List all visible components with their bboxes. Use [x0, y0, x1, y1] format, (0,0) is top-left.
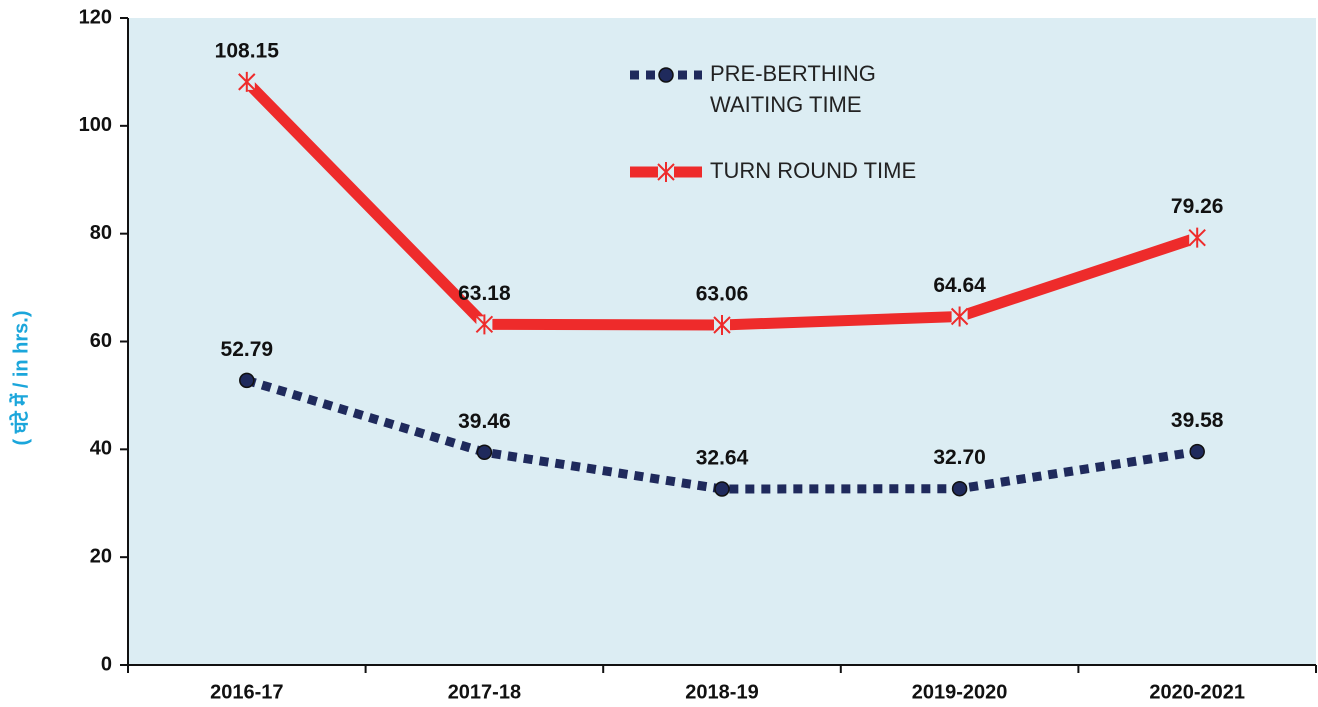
- point-marker: [951, 480, 968, 497]
- legend-label: TURN ROUND TIME: [710, 158, 917, 183]
- point-marker: [476, 444, 493, 460]
- data-label: 39.58: [1171, 409, 1224, 432]
- point-marker: [238, 71, 256, 92]
- y-tick-label: 0: [101, 653, 112, 675]
- data-label: 63.18: [458, 282, 511, 305]
- y-tick-label: 20: [90, 545, 112, 567]
- legend-label: PRE-BERTHING WAITING TIME: [710, 61, 876, 117]
- point-marker: [658, 67, 674, 83]
- y-axis-label: ( घंटे में / in hrs.): [8, 311, 32, 446]
- data-label: 52.79: [221, 338, 274, 361]
- x-tick-label: 2019-2020: [912, 681, 1008, 703]
- point-marker: [713, 315, 731, 336]
- y-tick-label: 100: [79, 114, 112, 136]
- point-marker: [239, 372, 255, 389]
- point-marker: [1189, 443, 1205, 460]
- data-label: 108.15: [215, 39, 280, 62]
- y-tick-label: 40: [90, 438, 112, 460]
- data-label: 64.64: [933, 274, 986, 297]
- data-label: 39.46: [458, 410, 511, 433]
- point-marker: [1188, 227, 1206, 248]
- x-tick-label: 2016-17: [210, 681, 283, 703]
- data-label: 79.26: [1171, 195, 1224, 218]
- x-tick-label: 2018-19: [685, 681, 758, 703]
- plot-area: [128, 18, 1316, 665]
- y-tick-label: 80: [90, 222, 112, 244]
- point-marker: [475, 314, 494, 335]
- point-marker: [657, 162, 675, 182]
- data-label: 32.64: [696, 447, 749, 470]
- data-label: 63.06: [696, 283, 749, 306]
- x-tick-label: 2020-2021: [1149, 681, 1245, 703]
- data-label: 32.70: [933, 446, 986, 469]
- y-tick-label: 60: [90, 330, 112, 352]
- point-marker: [714, 481, 730, 497]
- x-tick-label: 2017-18: [448, 681, 521, 703]
- point-marker: [950, 306, 969, 327]
- y-tick-label: 120: [79, 6, 112, 28]
